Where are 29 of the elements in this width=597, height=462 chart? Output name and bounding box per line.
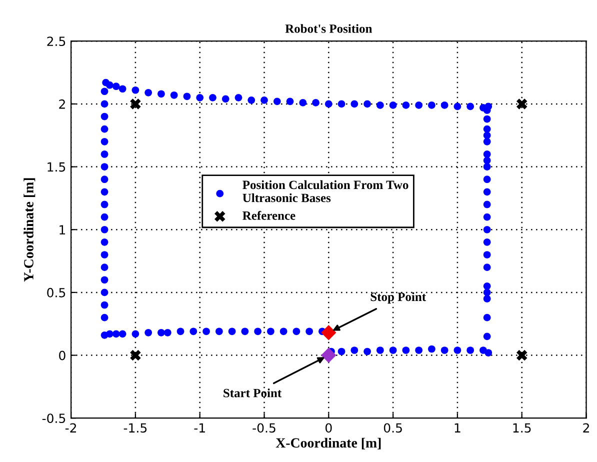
y-tick-label: 2.5 [47, 36, 66, 46]
x-tick-label: -2 [65, 423, 76, 432]
point [516, 98, 528, 110]
y-tick-label: 1 [60, 225, 66, 234]
legend-label: Reference [242, 210, 296, 220]
point [516, 350, 528, 361]
x-tick-label: -0.5 [252, 423, 276, 433]
x-tick-label: 1.5 [513, 423, 531, 433]
x-tick-label: -1 [194, 423, 205, 432]
x-axis-title: X-Coordinate [m] [276, 438, 381, 450]
y-tick-label: 2 [59, 99, 65, 109]
point [130, 350, 141, 361]
x-tick-label: 0.5 [384, 423, 402, 433]
annotation: Stop Point [370, 292, 426, 304]
point [321, 348, 336, 363]
x-tick-label: 1 [454, 423, 460, 432]
x-tick-label: 0 [325, 423, 332, 433]
x-tick-label: -1.5 [124, 423, 147, 433]
y-tick-label: 0.5 [47, 288, 66, 298]
y-tick-label: -0.5 [42, 414, 66, 424]
y-tick-label: 1.5 [48, 162, 66, 172]
y-axis-title: Y-Coordinate [m] [24, 178, 36, 282]
chart-title: Robot's Position [285, 24, 372, 33]
annotation: Start Point [224, 388, 282, 398]
x-tick-label: 2 [583, 423, 589, 432]
point [130, 98, 141, 110]
point [321, 325, 336, 340]
y-tick-label: 0 [59, 350, 66, 360]
legend-label: Position Calculation From Two Ultrasonic Bases [242, 180, 408, 202]
